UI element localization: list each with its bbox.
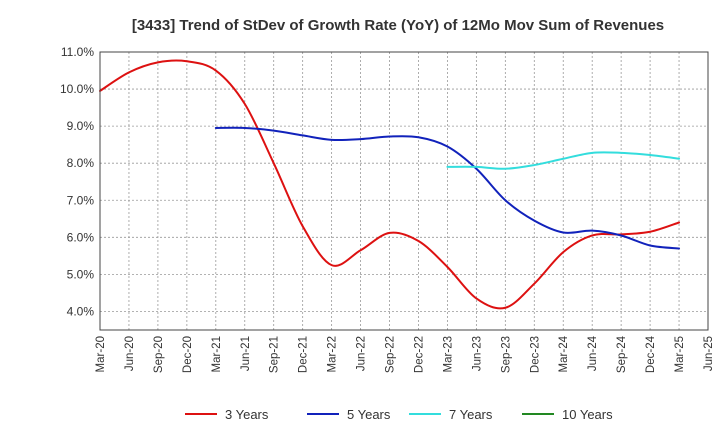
y-tick-label: 9.0% — [67, 119, 95, 133]
y-tick-label: 8.0% — [67, 156, 95, 170]
x-tick-label: Mar-22 — [327, 336, 339, 372]
x-tick-label: Jun-20 — [124, 336, 136, 371]
y-tick-label: 7.0% — [67, 193, 95, 207]
x-tick-label: Jun-22 — [356, 336, 368, 371]
y-tick-label: 6.0% — [67, 230, 95, 244]
x-tick-label: Mar-21 — [211, 336, 223, 372]
series-line-7-years — [446, 151, 681, 170]
y-tick-label: 4.0% — [67, 304, 95, 318]
y-tick-label: 5.0% — [67, 267, 95, 281]
y-axis: 4.0% 5.0% 6.0% 7.0% 8.0% 9.0% 10.0% 11.0% — [60, 45, 94, 318]
legend-label-10-years: 10 Years — [562, 407, 613, 422]
x-tick-label: Dec-21 — [298, 336, 310, 373]
plot-frame — [99, 51, 709, 331]
series-line-5-years — [214, 126, 681, 250]
x-tick-label: Mar-23 — [442, 336, 454, 372]
legend-label-5-years: 5 Years — [347, 407, 391, 422]
x-tick-label: Mar-20 — [95, 336, 107, 372]
legend: 3 Years 5 Years 7 Years 10 Years — [185, 407, 613, 422]
legend-label-7-years: 7 Years — [449, 407, 493, 422]
x-tick-label: Mar-25 — [674, 336, 686, 372]
x-axis: Mar-20 Jun-20 Sep-20 Dec-20 Mar-21 Jun-21 Sep-… — [95, 335, 715, 373]
x-tick-label: Jun-24 — [587, 335, 599, 371]
x-tick-label: Sep-24 — [616, 335, 628, 373]
x-tick-label: Dec-24 — [645, 335, 657, 373]
series-line-3-years — [99, 59, 681, 310]
series-lines — [99, 59, 681, 310]
y-tick-label: 10.0% — [60, 82, 94, 96]
x-tick-label: Sep-20 — [153, 336, 165, 373]
x-tick-label: Sep-21 — [269, 336, 281, 373]
x-tick-label: Dec-20 — [182, 336, 194, 373]
x-tick-label: Jun-21 — [240, 336, 252, 371]
chart-title: [3433] Trend of StDev of Growth Rate (Yo… — [132, 17, 664, 34]
x-tick-label: Mar-24 — [558, 335, 570, 372]
x-tick-label: Jun-23 — [471, 336, 483, 371]
x-tick-label: Dec-23 — [529, 336, 541, 373]
x-tick-label: Dec-22 — [413, 336, 425, 373]
x-tick-label: Jun-25 — [703, 336, 715, 371]
x-tick-label: Sep-23 — [500, 336, 512, 373]
legend-label-3-years: 3 Years — [225, 407, 269, 422]
grid — [99, 51, 709, 330]
y-tick-label: 11.0% — [61, 45, 94, 59]
x-tick-label: Sep-22 — [385, 336, 397, 373]
